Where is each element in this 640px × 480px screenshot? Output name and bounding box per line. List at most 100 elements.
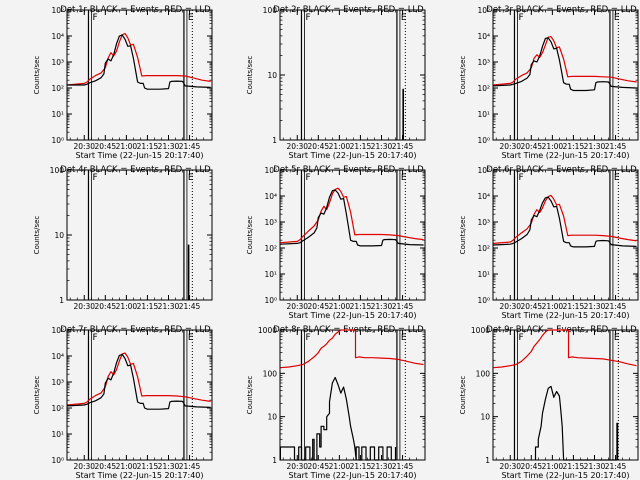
x-tick-label: 21:00 (116, 462, 138, 471)
x-tick-label: 21:15 (563, 142, 585, 151)
x-tick-label: 20:30 (73, 142, 95, 151)
x-tick-label: 20:30 (73, 462, 95, 471)
y-tick-label: 10⁴ (264, 192, 277, 201)
x-axis-label: Start Time (22-Jun-15 20:17:40) (289, 311, 417, 320)
panel-title: Det 5r BLACK = Events, RED = LLD (273, 165, 424, 175)
y-tick-label: 10⁵ (51, 326, 64, 335)
y-axis-label: Counts/sec (459, 216, 467, 255)
x-tick-label: 21:15 (350, 302, 372, 311)
time-marker-label: E (614, 333, 620, 343)
y-tick-label: 10⁰ (51, 456, 64, 465)
x-tick-label: 21:45 (392, 142, 414, 151)
x-tick-label: 20:45 (521, 302, 543, 311)
x-tick-label: 21:00 (329, 142, 351, 151)
detector-panel: Det 3r BLACK = Events, RED = LLD Counts/s… (459, 5, 639, 160)
y-tick-label: 1000 (258, 326, 277, 335)
x-axis-label: Start Time (22-Jun-15 20:17:40) (76, 151, 204, 160)
detector-panel: Det 6r BLACK = Events, RED = LLD Counts/s… (459, 165, 639, 320)
x-tick-label: 21:00 (329, 302, 351, 311)
x-tick-label: 20:45 (95, 462, 117, 471)
time-marker-label: E (188, 173, 194, 183)
y-tick-label: 10 (54, 231, 64, 240)
time-marker-label: F (305, 333, 310, 343)
x-tick-label: 21:45 (392, 462, 414, 471)
x-tick-label: 21:00 (329, 462, 351, 471)
lld-series-line (493, 329, 637, 369)
x-tick-label: 21:00 (542, 142, 564, 151)
x-tick-label: 21:45 (179, 142, 201, 151)
x-tick-label: 21:15 (350, 142, 372, 151)
x-tick-label: 20:45 (308, 302, 330, 311)
y-tick-label: 10⁵ (51, 6, 64, 15)
y-tick-label: 10⁵ (477, 166, 490, 175)
panel-title: Det 2r BLACK = Events, RED = LLD (273, 5, 424, 15)
lld-series-line (493, 194, 637, 244)
plot-frame (66, 329, 213, 461)
x-tick-label: 21:30 (371, 142, 393, 151)
x-tick-label: 20:30 (499, 462, 521, 471)
detector-panel: Det 2r BLACK = Events, RED = LLD Counts/s… (246, 5, 426, 160)
lld-series-line (280, 329, 424, 369)
x-tick-label: 21:45 (605, 462, 627, 471)
y-tick-label: 10⁴ (51, 32, 64, 41)
y-tick-label: 10² (477, 244, 490, 253)
time-marker-label: F (305, 173, 310, 183)
y-tick-label: 10⁴ (477, 32, 490, 41)
x-tick-label: 21:15 (563, 462, 585, 471)
time-marker-label: F (518, 13, 523, 23)
plot-frame (492, 9, 639, 141)
x-tick-label: 21:15 (563, 302, 585, 311)
time-marker-label: E (188, 333, 194, 343)
x-axis-label: Start Time (22-Jun-15 20:17:40) (289, 151, 417, 160)
y-tick-label: 10² (477, 84, 490, 93)
y-tick-label: 10² (51, 84, 64, 93)
y-tick-label: 100 (263, 6, 278, 15)
panel-title: Det 7r BLACK = Events, RED = LLD (60, 325, 211, 335)
x-tick-label: 21:15 (137, 302, 159, 311)
y-tick-label: 10³ (51, 58, 64, 67)
y-axis-label: Counts/sec (33, 216, 41, 255)
events-series-line (67, 353, 211, 410)
time-marker-label: F (518, 333, 523, 343)
x-tick-label: 21:30 (158, 302, 180, 311)
panel-title: Det 4r BLACK = Events, RED = LLD (60, 165, 211, 175)
y-tick-label: 10⁰ (51, 136, 64, 145)
x-tick-label: 21:30 (584, 142, 606, 151)
x-tick-label: 20:30 (73, 302, 95, 311)
x-tick-label: 21:00 (116, 302, 138, 311)
x-axis-label: Start Time (22-Jun-15 20:17:40) (289, 471, 417, 480)
detector-panel: Det 1r BLACK = Events, RED = LLD Counts/s… (33, 5, 213, 160)
y-tick-label: 10⁰ (477, 296, 490, 305)
panel-title: Det 6r BLACK = Events, RED = LLD (486, 165, 637, 175)
x-tick-label: 20:30 (499, 142, 521, 151)
lld-series-line (67, 32, 211, 86)
panel-title: Det 1r BLACK = Events, RED = LLD (60, 5, 211, 15)
time-marker-label: E (614, 173, 620, 183)
y-tick-label: 10¹ (477, 270, 490, 279)
y-tick-label: 10³ (477, 58, 490, 67)
y-tick-label: 10² (51, 404, 64, 413)
y-axis-label: Counts/sec (33, 376, 41, 415)
events-series-line (534, 385, 619, 461)
x-tick-label: 21:30 (371, 302, 393, 311)
plot-frame (492, 169, 639, 301)
x-tick-label: 21:15 (137, 462, 159, 471)
x-tick-label: 21:30 (371, 462, 393, 471)
x-tick-label: 21:30 (584, 302, 606, 311)
time-marker-label: E (614, 13, 620, 23)
x-tick-label: 20:30 (286, 302, 308, 311)
x-tick-label: 20:45 (521, 142, 543, 151)
events-series-line (280, 189, 424, 247)
y-tick-label: 10¹ (51, 430, 64, 439)
time-marker-label: F (305, 13, 310, 23)
time-marker-label: F (92, 333, 97, 343)
x-tick-label: 21:45 (179, 462, 201, 471)
events-series-line (67, 34, 211, 90)
x-tick-label: 20:45 (95, 302, 117, 311)
y-tick-label: 10⁰ (264, 296, 277, 305)
x-tick-label: 21:30 (158, 462, 180, 471)
y-tick-label: 1000 (471, 326, 490, 335)
y-axis-label: Counts/sec (459, 56, 467, 95)
y-axis-label: Counts/sec (246, 56, 254, 95)
